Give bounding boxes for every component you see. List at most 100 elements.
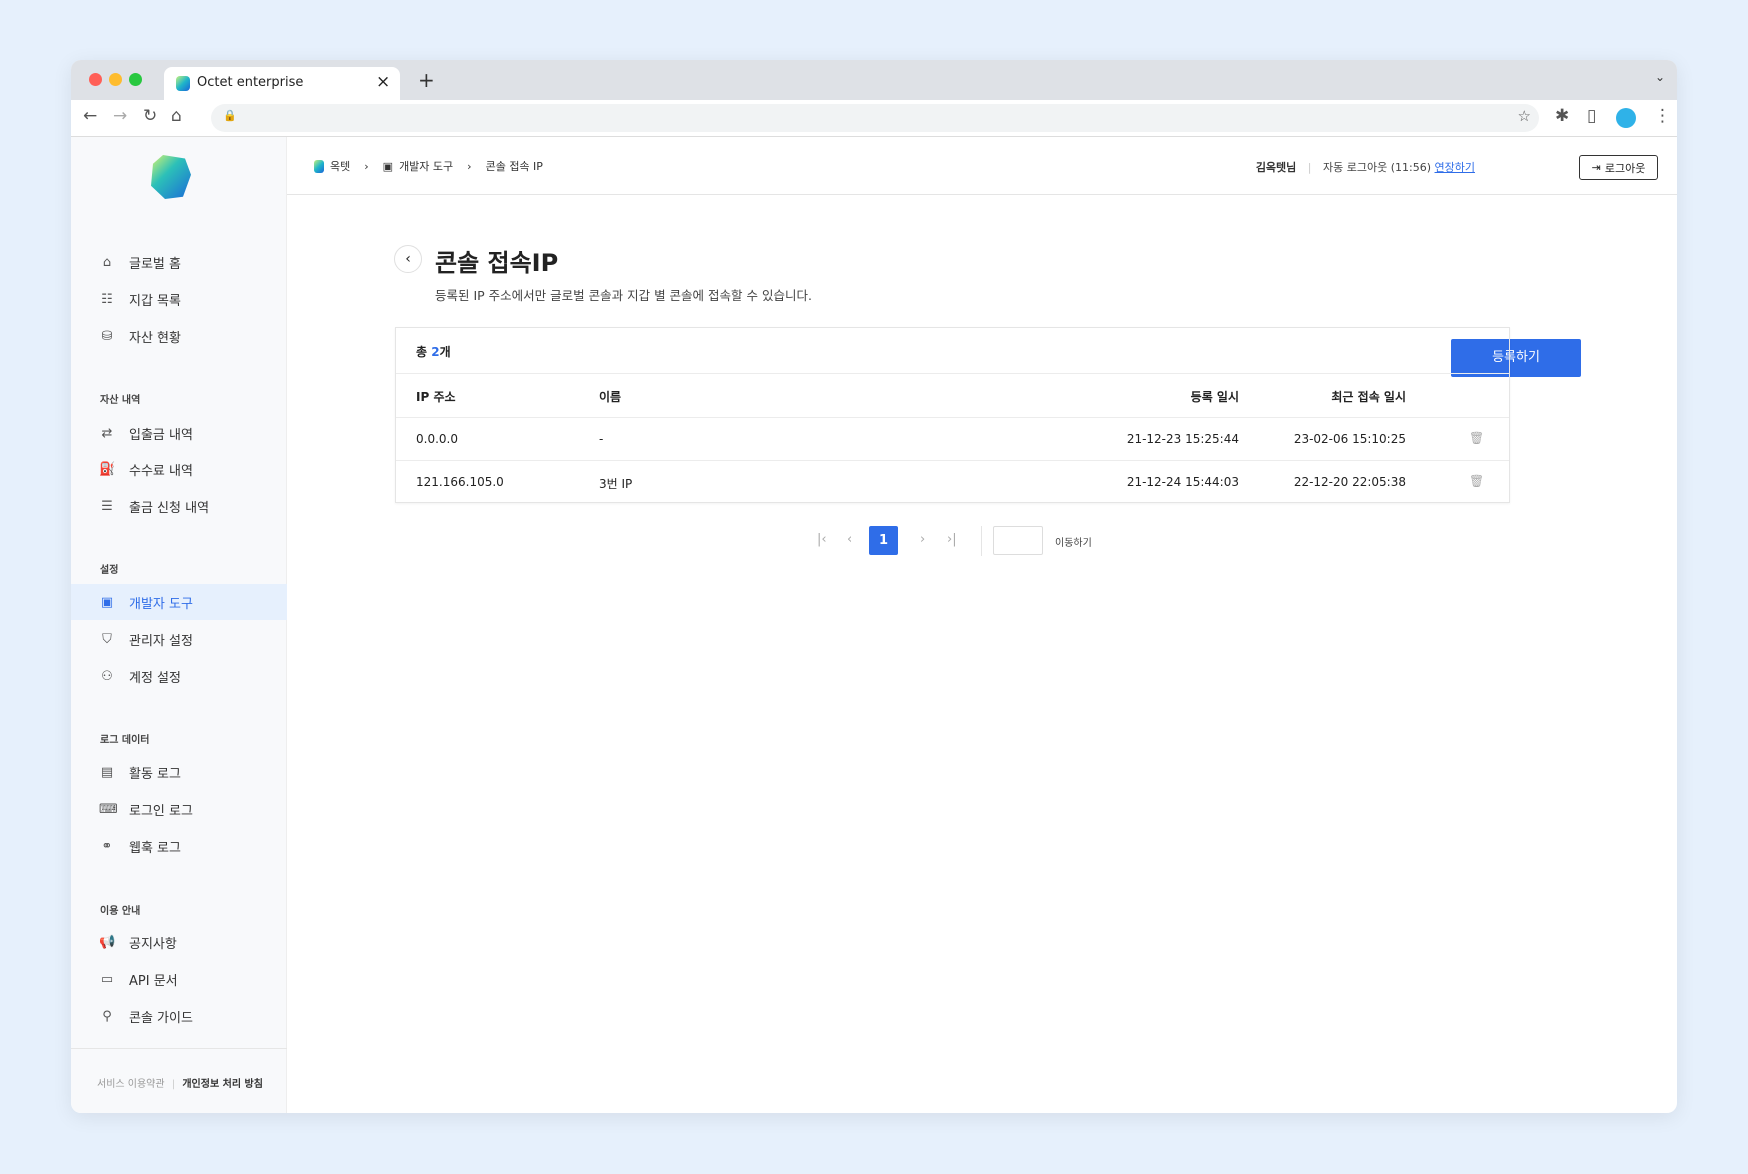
last-access-cell: 22-12-20 22:05:38 (1293, 475, 1406, 489)
sidebar-item-global-home[interactable]: ⌂ 글로벌 홈 (71, 244, 287, 280)
section-title: 이용 안내 (100, 906, 141, 917)
sidebar-item-admin-settings[interactable]: ⛉ 관리자 설정 (71, 621, 287, 657)
sidebar-item-login-log[interactable]: ⌨ 로그인 로그 (71, 791, 287, 827)
breadcrumb-developer-tools[interactable]: 개발자 도구 (399, 160, 454, 173)
close-window-button[interactable] (89, 73, 102, 86)
sidebar-item-fees[interactable]: ⛽ 수수료 내역 (71, 451, 287, 487)
shield-user-icon: ⛉ (102, 631, 112, 647)
octet-logo-icon (314, 159, 324, 173)
sidebar-footer: 서비스 이용약관 | 개인정보 처리 방침 (97, 1075, 263, 1090)
ip-table: 총 2개 IP 주소 이름 등록 일시 최근 접속 일시 0.0.0.0 - 2… (395, 327, 1510, 503)
browser-tab[interactable]: Octet enterprise × (164, 67, 400, 100)
sidebar-item-label: 수수료 내역 (129, 463, 193, 479)
sidebar-item-account-settings[interactable]: ⚇ 계정 설정 (71, 658, 287, 694)
sidebar-item-console-guide[interactable]: ⚲ 콘솔 가이드 (71, 998, 287, 1034)
login-log-icon: ⌨ (99, 801, 118, 817)
profile-avatar[interactable] (1616, 108, 1636, 128)
sidebar-item-deposit-withdrawal[interactable]: ⇄ 입출금 내역 (71, 415, 287, 451)
sidebar-item-withdrawal-requests[interactable]: ☰ 출금 신청 내역 (71, 488, 287, 524)
trash-icon[interactable]: 🗑 (1469, 431, 1485, 445)
table-row: 0.0.0.0 - 21-12-23 15:25:44 23-02-06 15:… (396, 417, 1509, 461)
sidebar-item-developer-tools[interactable]: ▣ 개발자 도구 (71, 584, 287, 620)
sidebar: ⌂ 글로벌 홈 ☷ 지갑 목록 ⛁ 자산 현황 자산 내역 ⇄ 입출금 내역 ⛽ 수수료 … (71, 137, 287, 1113)
top-header: 옥텟 › ▣ 개발자 도구 › 콘솔 접속 IP 김옥텟님 | 자동 로그아웃 … (287, 137, 1677, 195)
goto-page-input[interactable] (993, 526, 1043, 555)
chevron-right-icon: › (467, 159, 472, 173)
sidebar-item-label: 콘솔 가이드 (129, 1010, 193, 1026)
extensions-icon[interactable]: ✱ (1555, 106, 1570, 126)
transfer-icon: ⇄ (101, 425, 113, 441)
menu-kebab-icon[interactable]: ⋮ (1654, 106, 1671, 126)
tab-list-chevron-icon[interactable]: ⌄ (1654, 70, 1665, 84)
bookmark-star-icon[interactable]: ☆ (1517, 107, 1531, 125)
terms-link[interactable]: 서비스 이용약관 (97, 1079, 165, 1090)
home-icon: ⌂ (102, 254, 112, 270)
column-ip: IP 주소 (416, 390, 456, 404)
chevron-left-icon: ‹ (405, 251, 411, 267)
sidebar-item-notices[interactable]: 📢 공지사항 (71, 924, 287, 960)
sidebar-item-api-docs[interactable]: ▭ API 문서 (71, 961, 287, 997)
sidebar-item-label: 출금 신청 내역 (129, 500, 210, 516)
sidebar-item-label: API 문서 (129, 973, 178, 989)
trash-icon[interactable]: 🗑 (1469, 474, 1485, 488)
divider (71, 1048, 287, 1049)
next-page-icon[interactable]: › (920, 532, 926, 547)
sidebar-item-activity-log[interactable]: ▤ 활동 로그 (71, 754, 287, 790)
separator: | (1307, 161, 1312, 174)
sidebar-item-label: 개발자 도구 (129, 596, 193, 612)
session-info: 김옥텟님 | 자동 로그아웃 (11:56) 연장하기 (1256, 159, 1475, 175)
pagination: |‹ ‹ 1 › ›| 이동하기 (817, 526, 1197, 557)
goto-page-button[interactable]: 이동하기 (1055, 538, 1092, 549)
prev-page-icon[interactable]: ‹ (847, 532, 853, 547)
new-tab-button[interactable]: + (418, 68, 435, 92)
last-page-icon[interactable]: ›| (947, 532, 957, 547)
page-1-button[interactable]: 1 (869, 526, 898, 555)
name-cell: - (599, 432, 604, 446)
monitor-icon: ▣ (382, 159, 394, 173)
octet-logo[interactable] (151, 155, 191, 199)
back-button[interactable]: ‹ (394, 245, 422, 273)
user-name: 김옥텟님 (1255, 161, 1297, 174)
side-panel-icon[interactable]: ▯ (1587, 106, 1597, 126)
tab-title: Octet enterprise (197, 75, 304, 90)
link-icon: ⚭ (101, 838, 113, 854)
table-row: 121.166.105.0 3번 IP 21-12-24 15:44:03 22… (396, 460, 1509, 504)
column-last-access: 최근 접속 일시 (1331, 390, 1406, 404)
total-prefix: 총 (416, 345, 432, 359)
column-name: 이름 (599, 390, 622, 404)
megaphone-icon: 📢 (99, 934, 116, 950)
logout-icon: ⇥ (1591, 161, 1601, 174)
sidebar-item-assets[interactable]: ⛁ 자산 현황 (71, 318, 287, 354)
breadcrumb-home[interactable]: 옥텟 (330, 160, 351, 173)
sidebar-item-label: 계정 설정 (129, 670, 181, 686)
sidebar-item-webhook-log[interactable]: ⚭ 웹훅 로그 (71, 828, 287, 864)
address-bar[interactable]: 🔒 ☆ (211, 104, 1539, 132)
wallet-list-icon: ☷ (101, 291, 113, 307)
close-tab-icon[interactable]: × (376, 72, 391, 92)
divider (981, 526, 982, 556)
lock-icon: 🔒 (223, 109, 237, 122)
breadcrumb-current: 콘솔 접속 IP (485, 160, 543, 173)
maximize-window-button[interactable] (129, 73, 142, 86)
tab-bar: Octet enterprise × + ⌄ (71, 60, 1677, 100)
total-suffix: 개 (439, 345, 451, 359)
fee-icon: ⛽ (99, 461, 116, 477)
privacy-link[interactable]: 개인정보 처리 방침 (182, 1079, 263, 1090)
activity-log-icon: ▤ (100, 764, 114, 780)
section-title: 설정 (100, 565, 119, 576)
home-icon[interactable]: ⌂ (171, 106, 182, 126)
register-button[interactable]: 등록하기 (1451, 339, 1581, 377)
minimize-window-button[interactable] (109, 73, 122, 86)
logout-button[interactable]: ⇥ 로그아웃 (1579, 155, 1658, 180)
sidebar-item-label: 관리자 설정 (129, 633, 193, 649)
auto-logout-timer: 자동 로그아웃 (11:56) (1323, 161, 1432, 174)
document-icon: ▭ (100, 971, 114, 987)
forward-icon[interactable]: → (113, 106, 128, 126)
sidebar-item-wallet-list[interactable]: ☷ 지갑 목록 (71, 281, 287, 317)
sidebar-item-label: 자산 현황 (129, 330, 181, 346)
reload-icon[interactable]: ↻ (143, 106, 158, 126)
extend-session-link[interactable]: 연장하기 (1434, 161, 1475, 174)
first-page-icon[interactable]: |‹ (817, 532, 827, 547)
back-icon[interactable]: ← (83, 106, 98, 126)
assets-icon: ⛁ (101, 328, 113, 344)
